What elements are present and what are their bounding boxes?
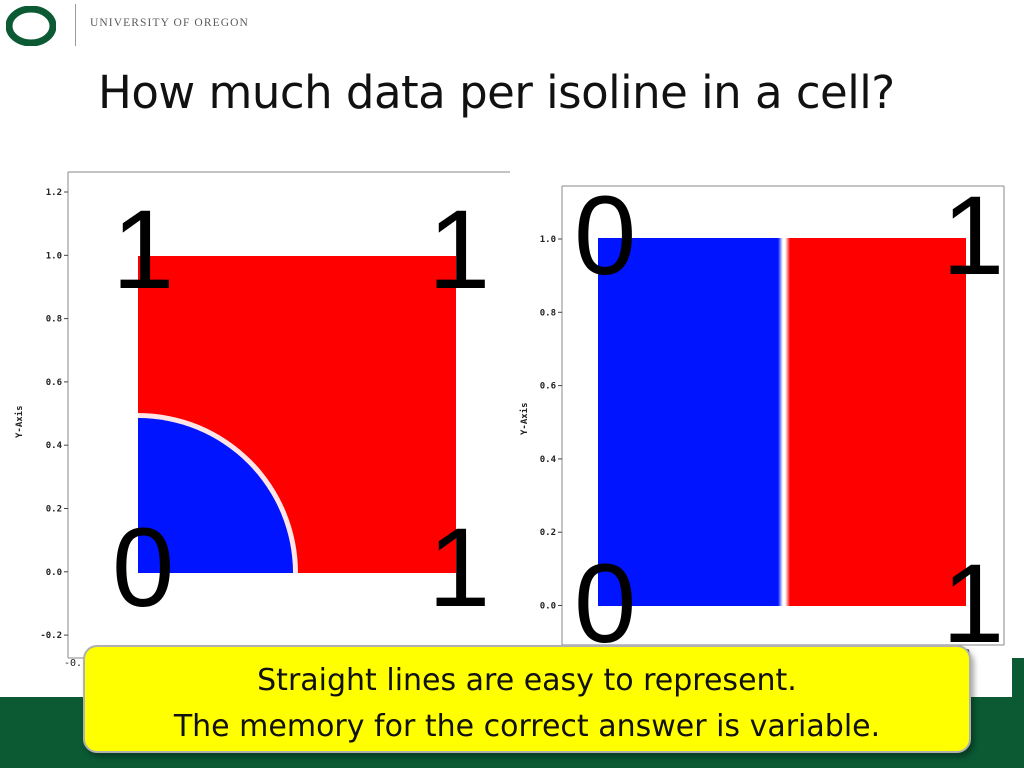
right-corner-top-left: 0: [574, 173, 637, 298]
left-cell-blue-region: [138, 418, 293, 573]
y-tick-label: 0.0: [540, 602, 556, 612]
y-tick-label: 0.6: [46, 378, 62, 388]
right-cell-red-region: [790, 238, 966, 606]
y-tick-label: 1.0: [46, 251, 62, 261]
header-divider: [75, 4, 76, 46]
y-tick-label: 1.2: [46, 188, 62, 198]
left-x-tick-fragment: -0.: [64, 658, 82, 668]
y-tick-label: 0.2: [46, 505, 62, 515]
left-corner-top-left: 1: [112, 187, 175, 312]
y-tick-label: 0.8: [540, 308, 556, 318]
callout-line-2: The memory for the correct answer is var…: [173, 709, 881, 744]
y-tick-label: 0.8: [46, 315, 62, 325]
slide-title: How much data per isoline in a cell?: [98, 66, 895, 119]
y-tick-label: -0.2: [40, 631, 62, 641]
oregon-o-logo: [6, 6, 56, 46]
left-corner-bottom-right: 1: [428, 505, 491, 630]
y-tick-label: 0.4: [46, 441, 63, 451]
right-corner-bottom-right: 1: [942, 541, 1005, 666]
y-tick-label: 0.4: [540, 455, 557, 465]
left-y-ticks: 1.2 1.0 0.8 0.6 0.4 0.2 0.0 -0.2: [40, 188, 68, 641]
y-tick-label: 0.0: [46, 568, 62, 578]
right-corner-top-right: 1: [942, 173, 1005, 298]
slide-header: UNIVERSITY OF OREGON: [0, 0, 1024, 52]
right-cell-isoline: [778, 238, 790, 606]
footer-tab: [1012, 658, 1024, 698]
right-corner-bottom-left: 0: [574, 541, 637, 666]
right-y-ticks: 1.0 0.8 0.6 0.4 0.2 0.0: [540, 235, 562, 612]
callout-box: Straight lines are easy to represent. Th…: [83, 645, 971, 753]
left-corner-bottom-left: 0: [112, 505, 175, 630]
y-tick-label: 1.0: [540, 235, 556, 245]
right-cell-blue-region: [598, 238, 783, 606]
left-corner-top-right: 1: [428, 187, 491, 312]
left-y-axis-label: Y-Axis: [14, 405, 25, 438]
y-tick-label: 0.2: [540, 528, 556, 538]
left-isoline-plot: 1.2 1.0 0.8 0.6 0.4 0.2 0.0 -0.2 Y-Axis -0.: [0, 168, 512, 669]
callout-line-1: Straight lines are easy to represent.: [257, 663, 797, 698]
organization-name: UNIVERSITY OF OREGON: [90, 17, 249, 29]
y-tick-label: 0.6: [540, 382, 556, 392]
right-y-axis-label: Y-Axis: [519, 402, 530, 435]
left-plot-svg: 1.2 1.0 0.8 0.6 0.4 0.2 0.0 -0.2 Y-Axis -0.: [14, 171, 510, 669]
